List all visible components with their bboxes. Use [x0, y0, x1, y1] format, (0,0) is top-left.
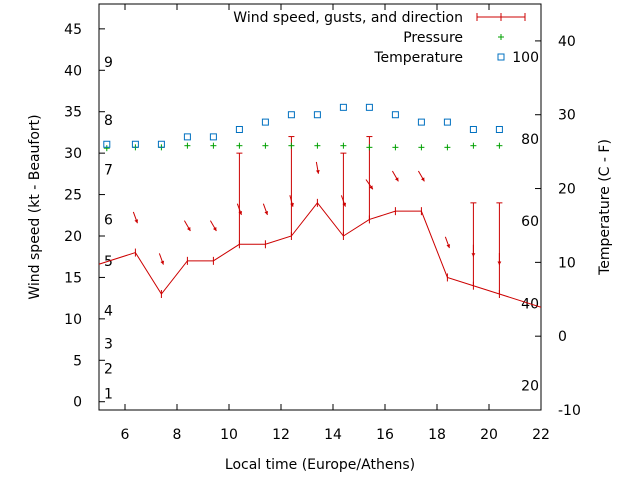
- pressure-point: [236, 142, 243, 149]
- wind-direction-arrowhead: [394, 177, 399, 182]
- wind-direction-arrowhead: [315, 169, 320, 174]
- x-tick-label: 20: [480, 427, 498, 443]
- fahrenheit-label: 100: [512, 50, 539, 66]
- y-tick-label: 40: [64, 63, 82, 79]
- fahrenheit-label: 40: [521, 297, 539, 313]
- fahrenheit-label: 80: [521, 132, 539, 148]
- temperature-point: [183, 133, 191, 141]
- wind-direction-arrowhead: [369, 185, 373, 190]
- pressure-point: [340, 142, 347, 149]
- temperature-point: [261, 118, 269, 126]
- wind-direction-arrowhead: [238, 210, 243, 215]
- x-tick-label: 16: [376, 427, 394, 443]
- x-tick-label: 22: [532, 427, 550, 443]
- temperature-point: [443, 118, 451, 126]
- wind-direction-arrowhead: [342, 202, 347, 207]
- x-tick-label: 14: [324, 427, 342, 443]
- y-tick-label: 15: [64, 270, 82, 286]
- beaufort-label: 8: [104, 113, 113, 129]
- y-tick-label: 0: [73, 395, 82, 411]
- pressure-point: [314, 142, 321, 149]
- pressure-point: [470, 142, 477, 149]
- plot-border: [98, 3, 542, 411]
- y2-axis-title: Temperature (C - F): [597, 139, 613, 276]
- beaufort-label: 3: [104, 337, 113, 353]
- pressure-point: [496, 142, 503, 149]
- temperature-point: [469, 125, 477, 133]
- temperature-point: [157, 140, 165, 148]
- temperature-point: [313, 111, 321, 119]
- x-tick-label: 10: [220, 427, 238, 443]
- beaufort-label: 7: [104, 163, 113, 179]
- x-tick-label: 6: [121, 427, 130, 443]
- wind-direction-arrowhead: [186, 227, 191, 232]
- wind-series: [99, 136, 541, 308]
- y-tick-label: 30: [64, 146, 82, 162]
- y-tick-label: 45: [64, 22, 82, 38]
- y2-tick-label: 0: [558, 329, 567, 345]
- pressure-point: [288, 142, 295, 149]
- beaufort-label: 9: [104, 55, 113, 71]
- temperature-point: [131, 140, 139, 148]
- temperature-point: [209, 133, 217, 141]
- beaufort-label: 4: [104, 304, 113, 320]
- y2-tick-label: 10: [558, 255, 576, 271]
- pressure-point: [103, 145, 110, 152]
- temperature-point: [339, 103, 347, 111]
- legend-label: Pressure: [403, 30, 463, 46]
- pressure-point: [210, 142, 217, 149]
- legend-temperature-square: [497, 53, 505, 61]
- beaufort-label: 6: [104, 212, 113, 228]
- y2-tick-label: -10: [558, 403, 581, 419]
- wind-direction-arrowhead: [160, 260, 165, 265]
- y-tick-label: 25: [64, 188, 82, 204]
- x-tick-label: 8: [173, 427, 182, 443]
- temperature-point: [391, 111, 399, 119]
- wind-direction-arrowhead: [134, 219, 139, 224]
- wind-direction-arrowhead: [446, 244, 451, 249]
- wind-speed-line: [99, 202, 541, 308]
- y-tick-label: 5: [73, 353, 82, 369]
- y2-tick-label: 30: [558, 108, 576, 124]
- x-tick-label: 18: [428, 427, 446, 443]
- temperature-point: [495, 125, 503, 133]
- wind-direction-arrowhead: [290, 202, 294, 207]
- y-tick-label: 35: [64, 105, 82, 121]
- pressure-point: [444, 144, 451, 151]
- legend-label: Temperature: [373, 50, 463, 66]
- pressure-point: [366, 144, 373, 151]
- pressure-point: [392, 144, 399, 151]
- pressure-point: [184, 142, 191, 149]
- wind-direction-arrowhead: [264, 210, 269, 215]
- temperature-point: [287, 111, 295, 119]
- pressure-point: [418, 144, 425, 151]
- beaufort-label: 1: [104, 386, 113, 402]
- y-tick-label: 20: [64, 229, 82, 245]
- wind-direction-arrowhead: [497, 261, 502, 265]
- temperature-point: [235, 125, 243, 133]
- legend-label: Wind speed, gusts, and direction: [233, 10, 463, 26]
- x-tick-label: 12: [272, 427, 290, 443]
- fahrenheit-label: 20: [521, 379, 539, 395]
- temperature-point: [365, 103, 373, 111]
- temperature-point: [103, 140, 111, 148]
- temperature-point: [417, 118, 425, 126]
- wind-direction-arrowhead: [212, 227, 217, 232]
- y2-tick-label: 40: [558, 34, 576, 50]
- y-axis-title: Wind speed (kt - Beaufort): [27, 114, 43, 299]
- beaufort-label: 5: [104, 254, 113, 270]
- pressure-point: [262, 142, 269, 149]
- fahrenheit-label: 60: [521, 214, 539, 230]
- wind-direction-arrowhead: [420, 177, 425, 182]
- wind-direction-arrowhead: [471, 253, 476, 257]
- beaufort-label: 2: [104, 362, 113, 378]
- y-tick-label: 10: [64, 312, 82, 328]
- y2-tick-label: 20: [558, 182, 576, 198]
- x-axis-title: Local time (Europe/Athens): [225, 457, 415, 473]
